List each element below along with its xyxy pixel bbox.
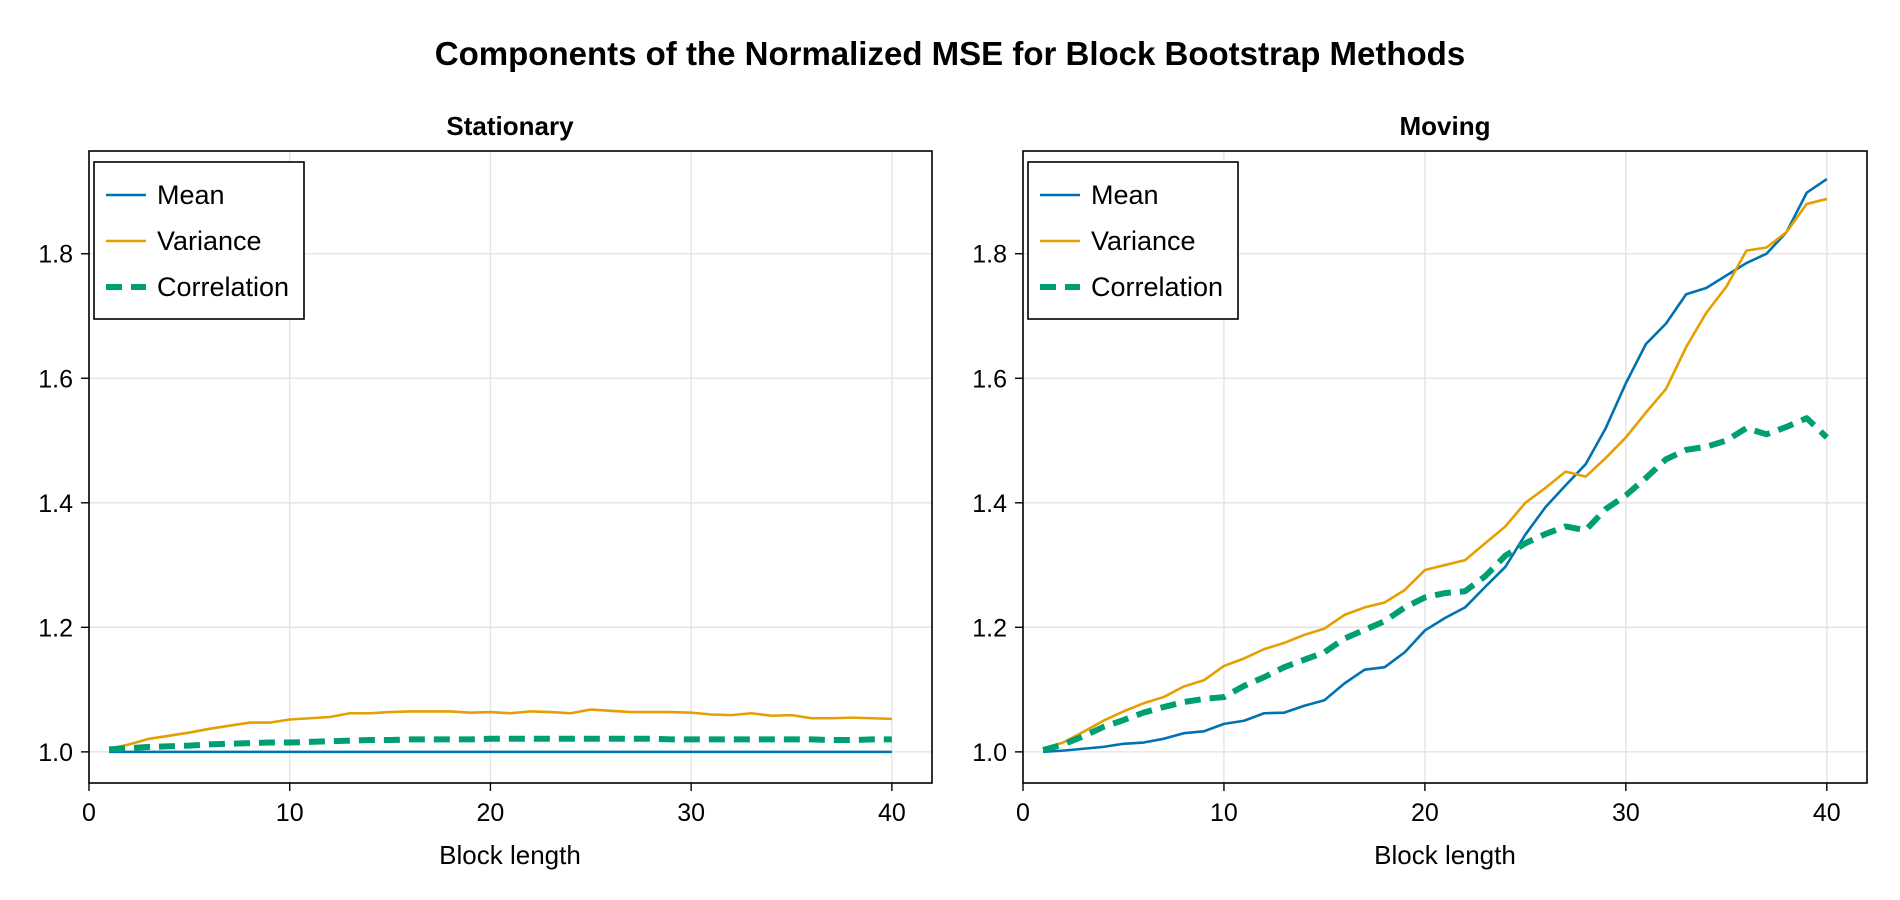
y-tick-label: 1.4	[38, 490, 73, 518]
x-tick-label: 10	[276, 799, 304, 827]
x-tick-label: 0	[1016, 799, 1030, 827]
x-tick-label: 40	[1813, 799, 1841, 827]
x-tick-label: 30	[1612, 799, 1640, 827]
series-line-correlation	[1042, 415, 1829, 753]
x-tick-label: 40	[878, 799, 906, 827]
series-lines	[108, 708, 892, 754]
legend-label-mean: Mean	[157, 180, 225, 210]
y-tick-label: 1.6	[972, 365, 1007, 393]
grid-lines	[1022, 151, 1867, 783]
legend-label-correlation: Correlation	[157, 272, 289, 302]
y-tick-label: 1.6	[38, 365, 73, 393]
series-lines	[1042, 177, 1829, 754]
legend-label-variance: Variance	[157, 226, 262, 256]
y-tick-label: 1.8	[972, 241, 1007, 269]
axis-ticks: 0 10 20 30 40 1.0 1.2 1.4 1.6 1.8	[38, 241, 906, 827]
legend: Mean Variance Correlation	[93, 161, 305, 320]
y-tick-label: 1.0	[972, 739, 1007, 767]
panel-stationary: Stationary Block length 0 10 20 30 40 1.0 1.2 1…	[38, 111, 933, 870]
series-line-correlation	[108, 735, 892, 753]
x-tick-label: 10	[1210, 799, 1238, 827]
series-line-variance	[108, 708, 892, 751]
legend: Mean Variance Correlation	[1027, 161, 1239, 320]
x-tick-label: 20	[477, 799, 505, 827]
legend-label-mean: Mean	[1091, 180, 1159, 210]
plot-frame	[1022, 150, 1868, 784]
panel-moving: Moving Block length 0 10 20 30 40 1.0 1.2 1.4 1.…	[972, 111, 1868, 870]
panel-title: Moving	[1400, 111, 1491, 141]
x-axis-label: Block length	[1374, 840, 1516, 870]
axis-ticks: 0 10 20 30 40 1.0 1.2 1.4 1.6 1.8	[972, 241, 1840, 827]
y-tick-label: 1.0	[38, 739, 73, 767]
plot-frame	[88, 150, 933, 784]
y-tick-label: 1.2	[972, 614, 1007, 642]
series-line-mean	[1043, 177, 1828, 754]
x-tick-label: 30	[677, 799, 705, 827]
panel-title: Stationary	[446, 111, 574, 141]
x-axis-label: Block length	[439, 840, 581, 870]
legend-label-variance: Variance	[1091, 226, 1196, 256]
figure-title: Components of the Normalized MSE for Blo…	[435, 35, 1465, 72]
x-tick-label: 0	[82, 799, 96, 827]
x-tick-label: 20	[1411, 799, 1439, 827]
y-tick-label: 1.2	[38, 614, 73, 642]
y-tick-label: 1.8	[38, 241, 73, 269]
legend-label-correlation: Correlation	[1091, 272, 1223, 302]
series-line-variance	[1042, 197, 1828, 750]
y-tick-label: 1.4	[972, 490, 1007, 518]
